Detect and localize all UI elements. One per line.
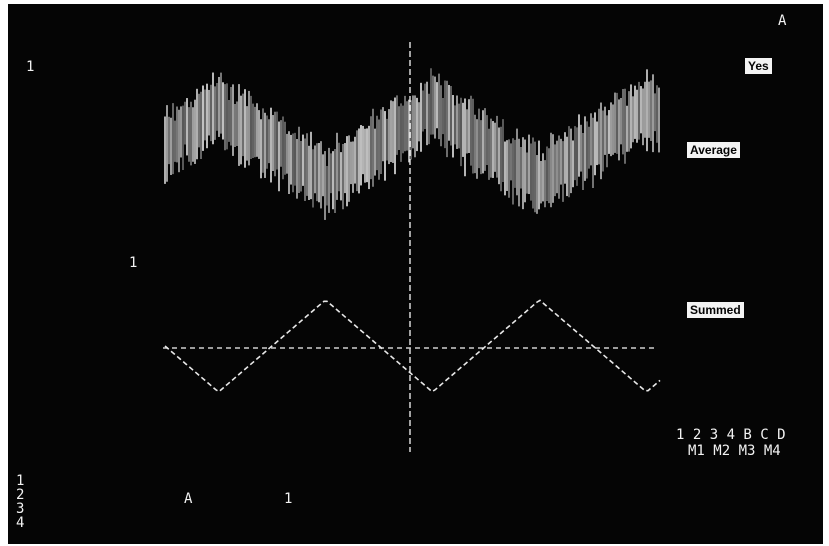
waveform-display: [163, 42, 661, 452]
corner-label: A: [778, 13, 787, 29]
yes-label[interactable]: Yes: [745, 58, 772, 74]
summed-trace: [164, 299, 661, 393]
oscilloscope-screen: A 1 Yes Average Summed 1 1 2 3 4 B C D M…: [8, 4, 823, 544]
list-item: 4: [16, 515, 25, 531]
bottom-marker-a: A: [184, 491, 193, 507]
channels-row-2: M1 M2 M3 M4: [688, 443, 781, 459]
list-item: 1: [16, 473, 25, 489]
list-item: 2: [16, 487, 25, 503]
top-left-marker: 1: [26, 59, 35, 75]
channels-row-1: 1 2 3 4 B C D: [676, 427, 786, 443]
summed-label[interactable]: Summed: [687, 302, 744, 318]
bottom-marker-1: 1: [284, 491, 293, 507]
average-trace: [164, 68, 660, 220]
mid-left-marker: 1: [129, 255, 138, 271]
bottom-left-list: 1 2 3 4: [16, 474, 24, 530]
average-label[interactable]: Average: [687, 142, 740, 158]
list-item: 3: [16, 501, 25, 517]
